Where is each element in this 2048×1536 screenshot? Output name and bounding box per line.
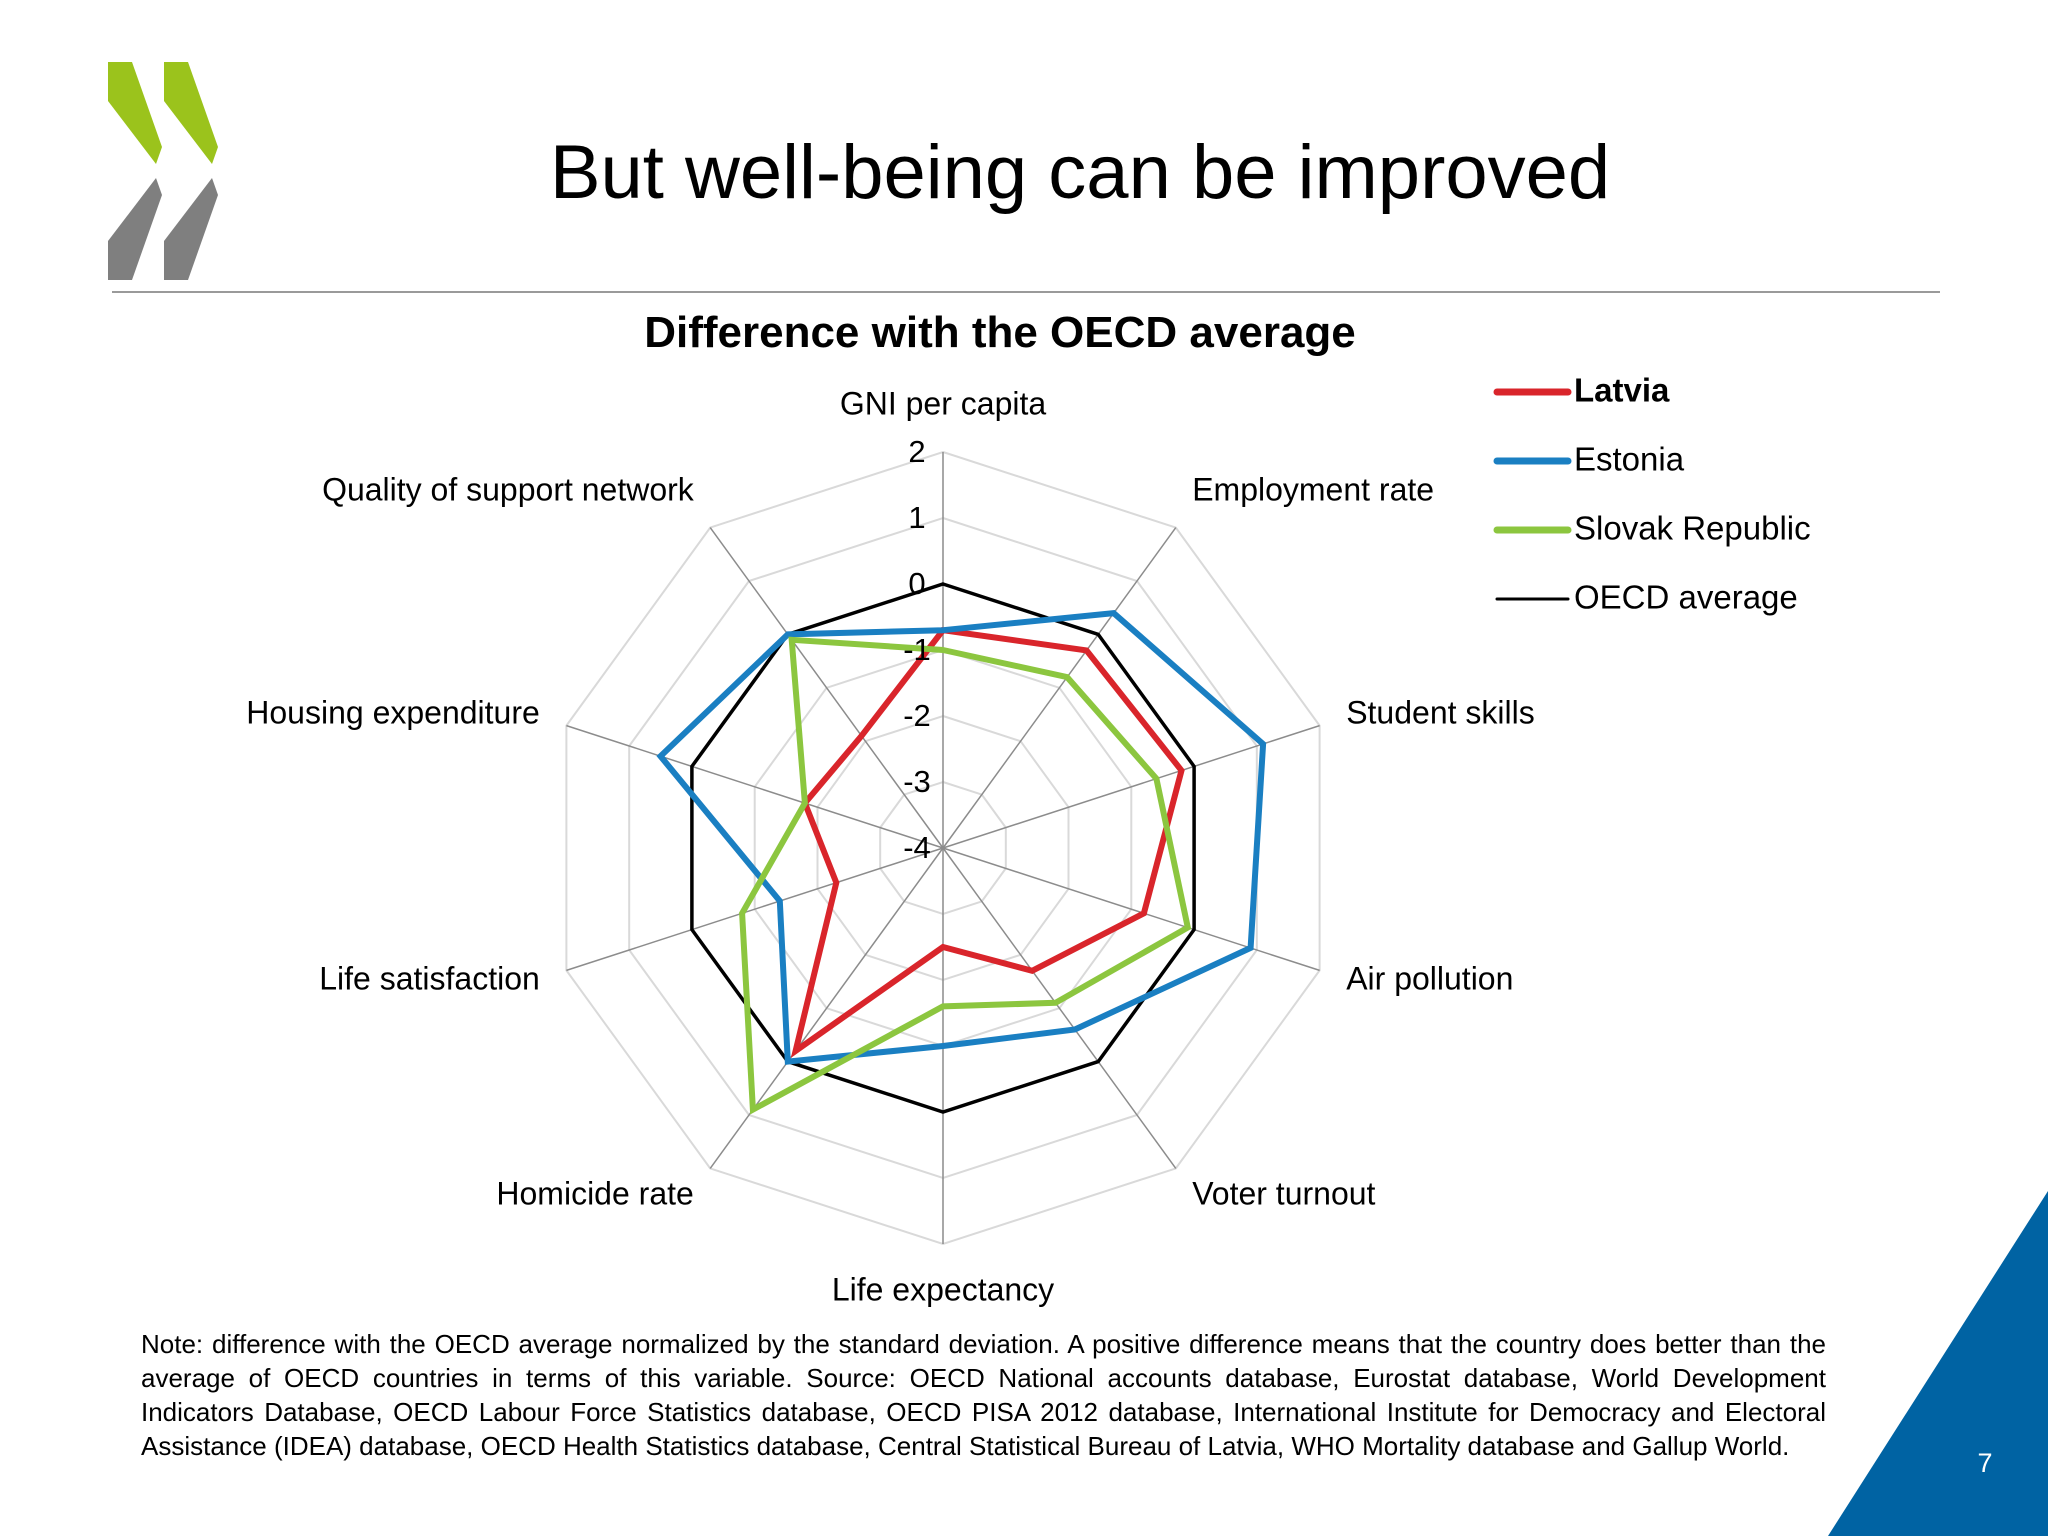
series-line-estonia bbox=[656, 609, 1267, 1065]
chart-title: Difference with the OECD average bbox=[644, 308, 1356, 357]
tick-label-4: -4 bbox=[903, 830, 931, 865]
logo-chevron-left-gray bbox=[108, 178, 162, 280]
page-number: 7 bbox=[1977, 1448, 1993, 1478]
tick-label-1: 1 bbox=[908, 500, 925, 535]
axis-label-gni-per-capita: GNI per capita bbox=[840, 385, 1047, 421]
radar-series bbox=[656, 582, 1267, 1115]
series-line-slovak-republic bbox=[739, 636, 1192, 1115]
radar-labels: 2 1 0 -1 -2 -3 -4 GNI per capita Employment rate… bbox=[246, 385, 1534, 1307]
axis-label-life-satisfaction: Life satisfaction bbox=[319, 960, 540, 996]
radar-grid bbox=[565, 450, 1321, 1246]
slide-title: But well-being can be improved bbox=[549, 130, 1611, 215]
grid-spoke bbox=[942, 724, 1320, 849]
axis-label-homicide-rate: Homicide rate bbox=[496, 1175, 693, 1211]
tick-label-2: -2 bbox=[903, 698, 931, 733]
logo-chevron-left-green bbox=[108, 62, 162, 164]
axis-label-life-expectancy: Life expectancy bbox=[832, 1271, 1054, 1307]
legend-label-estonia: Estonia bbox=[1574, 441, 1685, 478]
tick-label-2: 2 bbox=[908, 434, 925, 469]
axis-label-housing-expenditure: Housing expenditure bbox=[246, 695, 540, 731]
title-divider bbox=[112, 291, 1940, 293]
axis-label-voter-turnout: Voter turnout bbox=[1192, 1175, 1375, 1211]
series-line-latvia bbox=[790, 626, 1185, 1058]
legend: Latvia Estonia Slovak Republic OECD average bbox=[1493, 372, 1811, 616]
tick-label-3: -3 bbox=[903, 764, 931, 799]
corner-decoration bbox=[1828, 1191, 2048, 1536]
grid-spoke bbox=[942, 847, 1177, 1169]
grid-spoke bbox=[942, 527, 1177, 849]
series-line-oecd-average bbox=[690, 582, 1196, 1114]
legend-label-oecd-average: OECD average bbox=[1574, 579, 1798, 616]
logo-chevron-right-gray bbox=[164, 178, 218, 280]
tick-label-0: 0 bbox=[908, 566, 925, 601]
axis-label-student-skills: Student skills bbox=[1346, 695, 1535, 731]
tick-label-1: -1 bbox=[903, 632, 931, 667]
grid-spoke bbox=[566, 724, 944, 849]
source-note: Note: difference with the OECD average n… bbox=[141, 1329, 1826, 1461]
legend-label-latvia: Latvia bbox=[1574, 372, 1670, 409]
oecd-chevrons-icon bbox=[108, 62, 218, 280]
axis-label-employment-rate: Employment rate bbox=[1192, 472, 1434, 508]
logo-chevron-right-green bbox=[164, 62, 218, 164]
grid-spoke bbox=[566, 847, 944, 972]
grid-spoke bbox=[709, 847, 944, 1169]
legend-label-slovak-republic: Slovak Republic bbox=[1574, 510, 1811, 547]
grid-spoke bbox=[709, 527, 944, 849]
radar-chart: 2 1 0 -1 -2 -3 -4 GNI per capita Employment rate… bbox=[246, 372, 1811, 1308]
axis-label-quality-of-support-network: Quality of support network bbox=[322, 472, 695, 508]
axis-label-air-pollution: Air pollution bbox=[1346, 960, 1513, 996]
grid-spoke bbox=[942, 847, 1320, 972]
